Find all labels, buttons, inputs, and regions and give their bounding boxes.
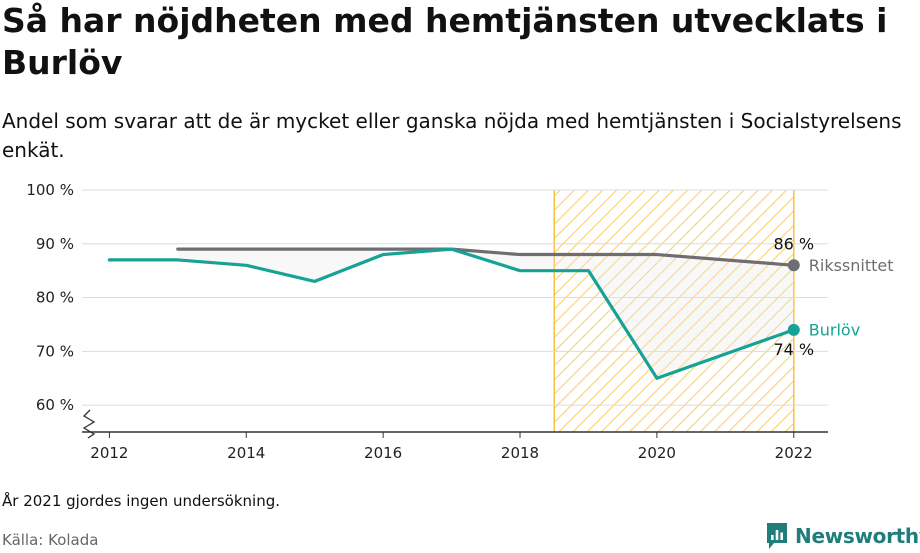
grid-lines <box>82 189 828 406</box>
highlight-range <box>553 190 795 432</box>
x-tick-label: 2022 <box>775 444 813 462</box>
brand-logo: Newsworthy <box>765 519 920 553</box>
x-tick-label: 2018 <box>501 444 539 462</box>
y-tick-label: 70 % <box>36 342 74 360</box>
footnote: År 2021 gjordes ingen undersökning. <box>2 492 281 510</box>
newsworthy-logo-icon <box>767 523 787 549</box>
end-value-label: 74 % <box>773 340 814 359</box>
y-tick-label: 100 % <box>26 181 74 199</box>
series-name-label: Burlöv <box>809 320 860 339</box>
axes: 60 % 70 % 80 % 90 % 100 % 2012 2014 2016 2018 202… <box>26 181 828 462</box>
chart-subtitle: Andel som svarar att de är mycket eller … <box>2 109 902 162</box>
end-point-1 <box>787 323 800 336</box>
source-text: Källa: Kolada <box>2 531 99 549</box>
highlight-area <box>554 190 794 432</box>
series-line-1 <box>107 247 796 380</box>
end-value-label: 86 % <box>773 234 814 253</box>
x-tick-label: 2020 <box>638 444 676 462</box>
y-tick-label: 80 % <box>36 289 74 307</box>
chart-title: Så har nöjdheten med hemtjänsten utveckl… <box>2 1 888 82</box>
series-lines <box>107 247 800 380</box>
axis-break-icon <box>82 409 96 439</box>
x-tick-label: 2016 <box>364 444 402 462</box>
brand-name: Newsworthy <box>795 524 920 548</box>
series-name-label: Rikssnittet <box>809 256 894 275</box>
gap-fill <box>177 249 794 379</box>
line-chart: 60 % 70 % 80 % 90 % 100 % 2012 2014 2016 2018 202… <box>26 181 893 462</box>
y-tick-label: 60 % <box>36 396 74 414</box>
x-tick-label: 2012 <box>90 444 128 462</box>
y-tick-label: 90 % <box>36 235 74 253</box>
end-point-0 <box>787 259 800 272</box>
x-tick-label: 2014 <box>227 444 265 462</box>
gap-area <box>177 249 794 379</box>
